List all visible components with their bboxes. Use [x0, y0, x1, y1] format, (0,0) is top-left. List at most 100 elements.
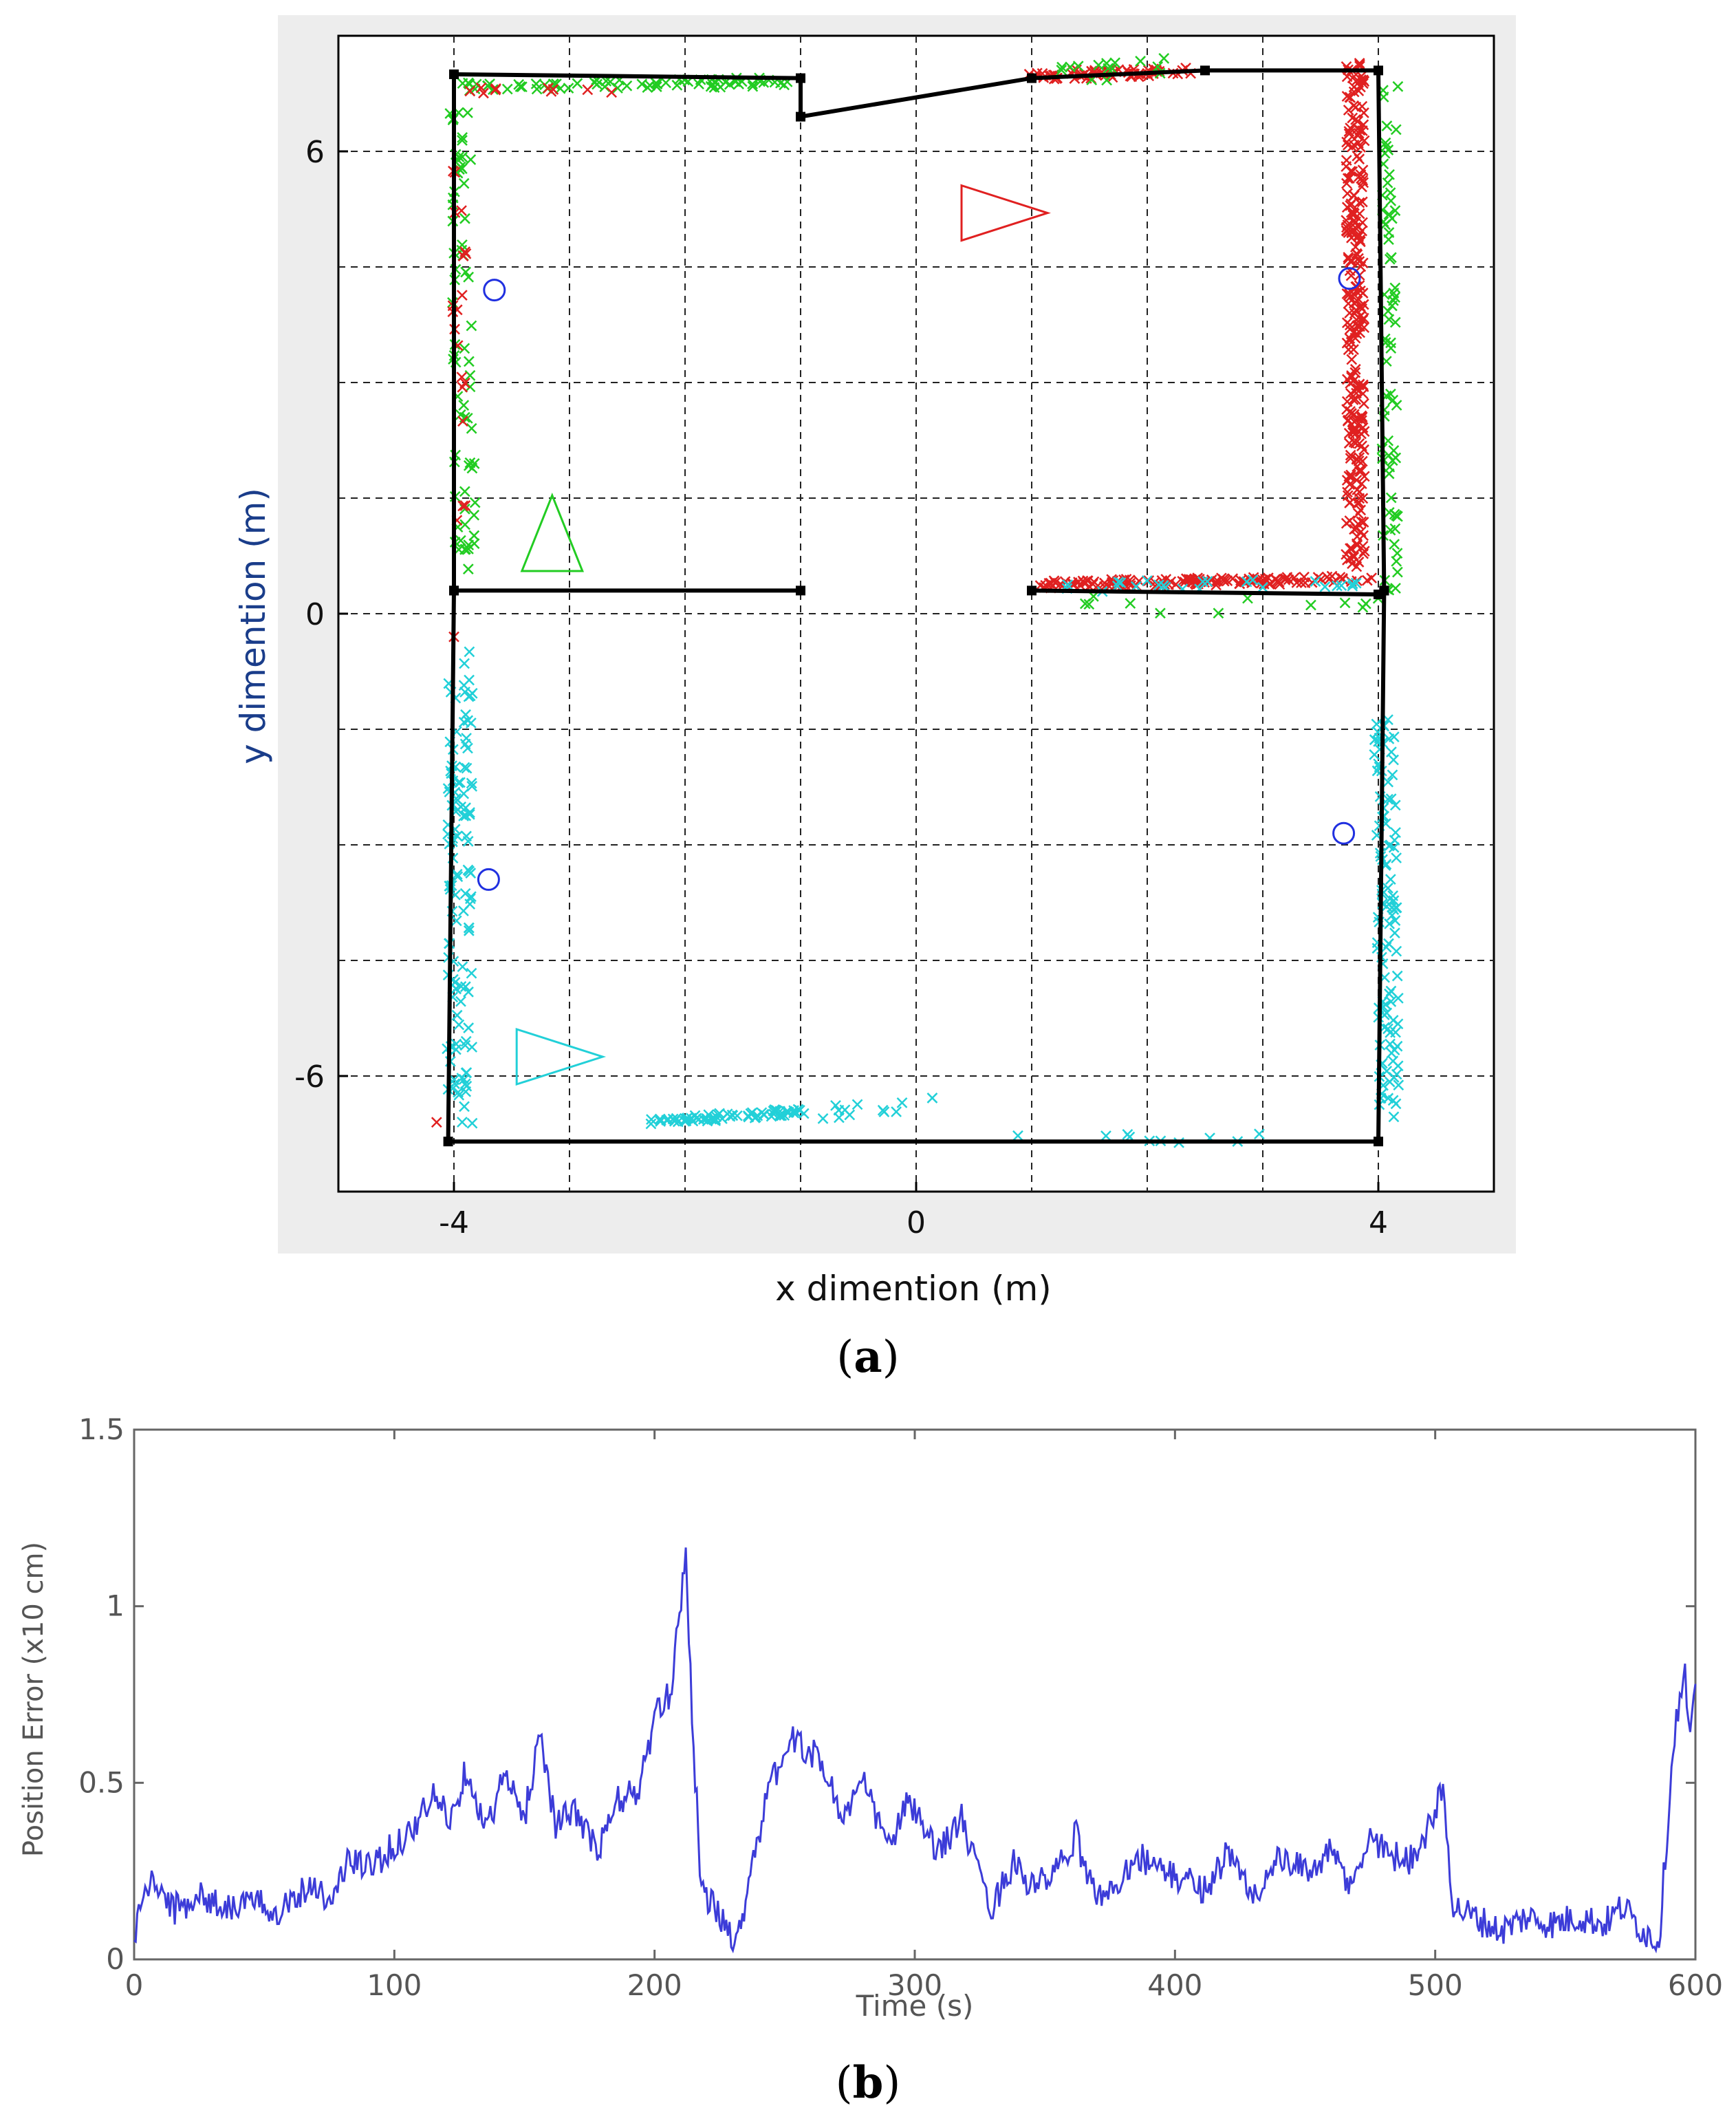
- measurement-point: [463, 356, 475, 367]
- measurement-cross-stroke: [662, 1114, 674, 1125]
- measurement-point: [1062, 579, 1074, 590]
- measurement-point: [456, 290, 468, 301]
- measurement-point: [1296, 577, 1307, 588]
- measurement-cross-stroke: [1354, 235, 1366, 247]
- measurement-cross-stroke: [1354, 493, 1365, 504]
- measurement-cross-stroke: [660, 77, 672, 89]
- measurement-cross-stroke: [463, 356, 475, 367]
- measurement-cross-stroke: [458, 810, 469, 821]
- measurement-point: [1012, 1130, 1023, 1141]
- measurement-point: [1353, 171, 1365, 182]
- measurement-cross-stroke: [466, 1042, 478, 1053]
- measurement-point: [1106, 579, 1117, 590]
- measurement-point: [1385, 195, 1397, 206]
- measurement-cross-stroke: [1357, 601, 1369, 613]
- measurement-cross-stroke: [1383, 506, 1395, 518]
- measurement-point: [877, 1104, 889, 1116]
- measurement-cross-stroke: [1380, 140, 1392, 152]
- measurement-point: [651, 78, 663, 89]
- measurement-cross-stroke: [457, 961, 468, 972]
- measurement-cross-stroke: [457, 381, 468, 393]
- measurement-cross-stroke: [1390, 583, 1401, 594]
- measurement-cross-stroke: [1254, 1128, 1265, 1140]
- anchor-circle: [477, 868, 500, 891]
- measurement-point: [1388, 1072, 1400, 1083]
- measurement-cross-stroke: [1319, 581, 1331, 592]
- measurement-cross-stroke: [453, 1089, 465, 1101]
- measurement-cross-stroke: [1380, 999, 1391, 1011]
- measurement-cross-stroke: [1106, 579, 1117, 590]
- measurement-point: [1345, 92, 1356, 103]
- measurement-point: [457, 500, 468, 512]
- measurement-point: [1180, 573, 1192, 585]
- measurement-point: [1358, 398, 1369, 409]
- measurement-point: [1386, 746, 1397, 757]
- measurement-cross-stroke: [1345, 449, 1356, 461]
- measurement-point: [1346, 354, 1358, 365]
- measurement-point: [455, 996, 466, 1007]
- measurement-cross-stroke: [460, 810, 472, 821]
- measurement-point: [1380, 941, 1392, 953]
- measurement-point: [1383, 733, 1395, 744]
- measurement-cross-stroke: [1343, 126, 1355, 137]
- wall-vertex: [443, 1137, 453, 1147]
- measurement-point: [1358, 444, 1369, 455]
- measurement-cross-stroke: [717, 1113, 728, 1124]
- measurement-cross-stroke: [462, 742, 473, 754]
- measurement-point: [466, 422, 477, 434]
- measurement-cross-stroke: [1385, 195, 1397, 206]
- measurement-point: [1345, 406, 1356, 417]
- measurement-cross-stroke: [1380, 941, 1392, 953]
- measurement-point: [457, 961, 468, 972]
- error-y-axis-label: Position Error (x10 cm): [18, 1542, 50, 1857]
- measurement-cross-stroke: [710, 1111, 722, 1122]
- measurement-point: [488, 84, 499, 96]
- measurement-point: [1350, 577, 1362, 589]
- measurement-cross-stroke: [463, 1022, 475, 1033]
- measurement-cross-stroke: [1351, 474, 1363, 486]
- measurement-point: [1391, 555, 1402, 567]
- measurement-point: [1343, 253, 1354, 265]
- measurement-point: [891, 1106, 902, 1117]
- measurement-point: [582, 84, 594, 96]
- measurement-cross-stroke: [1391, 945, 1402, 957]
- measurement-cross-stroke: [1354, 153, 1365, 165]
- measurement-cross-stroke: [1347, 558, 1358, 570]
- measurement-point: [710, 1111, 722, 1122]
- measurement-point: [457, 381, 468, 393]
- measurement-cross-stroke: [490, 83, 501, 94]
- measurement-point: [459, 1040, 471, 1051]
- measurement-cross-stroke: [1357, 379, 1369, 391]
- measurement-point: [1354, 438, 1365, 449]
- wall-vertex: [796, 585, 805, 596]
- measurement-point: [1345, 469, 1357, 481]
- measurement-cross-stroke: [1358, 107, 1369, 118]
- measurement-cross-stroke: [1348, 139, 1360, 151]
- measurement-cross-stroke: [1347, 578, 1358, 590]
- measurement-cross-stroke: [478, 87, 489, 99]
- measurement-cross-stroke: [1296, 577, 1307, 588]
- measurement-point: [1392, 1060, 1404, 1072]
- measurement-point: [563, 83, 574, 94]
- measurement-point: [1315, 573, 1327, 585]
- measurement-point: [1349, 524, 1360, 535]
- measurement-cross-stroke: [1345, 92, 1356, 103]
- measurement-point: [465, 154, 477, 165]
- measurement-point: [459, 500, 471, 511]
- measurement-point: [693, 78, 704, 90]
- measurement-cross-stroke: [1392, 80, 1404, 92]
- measurement-cross-stroke: [464, 457, 476, 469]
- measurement-point: [1107, 63, 1118, 74]
- measurement-point: [482, 80, 493, 92]
- measurement-point: [1072, 61, 1084, 72]
- measurement-point: [1387, 901, 1398, 913]
- measurement-point: [1341, 155, 1352, 166]
- measurement-point: [1382, 435, 1394, 447]
- measurement-point: [1347, 394, 1359, 405]
- measurement-point: [774, 1110, 785, 1121]
- measurement-point: [1388, 841, 1400, 853]
- measurement-point: [1352, 123, 1363, 135]
- measurement-point: [1356, 74, 1367, 85]
- measurement-point: [1242, 592, 1253, 604]
- measurement-cross-stroke: [459, 981, 471, 993]
